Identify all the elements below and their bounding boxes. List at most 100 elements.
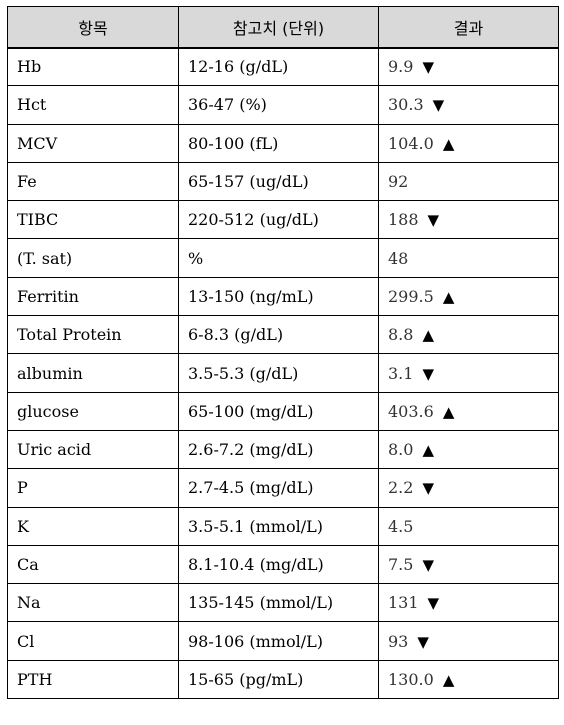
- reference-cell: 3.5-5.1 (mmol/L): [178, 506, 379, 546]
- flag-arrow-icon: ▲: [422, 326, 434, 345]
- table-row: Ferritin 13-150 (ng/mL) 299.5 ▲: [7, 276, 559, 317]
- item-cell: Total Protein: [7, 315, 179, 355]
- reference-cell: 2.7-4.5 (mg/dL): [178, 468, 379, 508]
- result-value: 403.6: [388, 401, 434, 421]
- table-row: PTH 15-65 (pg/mL) 130.0 ▲: [7, 659, 559, 700]
- flag-arrow-icon: ▲: [442, 134, 455, 153]
- lab-results-table: 항목 참고치 (단위) 결과 Hb 12-16 (g/dL) 9.9 ▼ Hct 36-4…: [7, 6, 559, 700]
- result-value: 3.1: [388, 363, 414, 383]
- result-value: 4.5: [388, 516, 414, 536]
- reference-cell: 8.1-10.4 (mg/dL): [178, 544, 379, 585]
- result-cell: 48: [378, 238, 559, 278]
- result-cell: 131 ▼: [378, 583, 559, 623]
- header-reference: 참고치 (단위): [178, 6, 379, 49]
- item-cell: albumin: [7, 353, 179, 393]
- result-value: 7.5: [388, 555, 414, 574]
- result-cell: 92: [378, 161, 559, 202]
- flag-arrow-icon: ▼: [432, 96, 445, 115]
- result-cell: 130.0 ▲: [378, 659, 559, 700]
- flag-arrow-icon: ▼: [422, 556, 434, 574]
- flag-arrow-icon: ▲: [442, 287, 455, 306]
- table-row: Hct 36-47 (%) 30.3 ▼: [7, 85, 559, 125]
- reference-cell: 13-150 (ng/mL): [178, 276, 379, 317]
- result-cell: 9.9 ▼: [378, 46, 559, 87]
- flag-arrow-icon: ▲: [442, 670, 455, 689]
- result-value: 8.0: [388, 440, 414, 460]
- table-row: Ca 8.1-10.4 (mg/dL) 7.5 ▼: [7, 544, 559, 585]
- flag-arrow-icon: ▼: [427, 211, 440, 230]
- result-cell: 104.0 ▲: [378, 123, 559, 163]
- reference-cell: 98-106 (mmol/L): [178, 621, 379, 661]
- item-cell: K: [7, 506, 179, 546]
- result-value: 104.0: [388, 133, 434, 153]
- table-row: Uric acid 2.6-7.2 (mg/dL) 8.0 ▲: [7, 429, 559, 470]
- result-value: 93: [388, 631, 409, 651]
- reference-cell: 65-100 (mg/dL): [178, 391, 379, 431]
- table-row: (T. sat)% 48: [7, 238, 559, 278]
- reference-cell: 80-100 (fL): [178, 123, 379, 163]
- item-cell: PTH: [7, 659, 179, 700]
- header-result: 결과: [378, 6, 559, 49]
- result-cell: 8.0 ▲: [378, 429, 559, 470]
- reference-cell: 135-145 (mmol/L): [178, 583, 379, 623]
- table-row: P 2.7-4.5 (mg/dL) 2.2 ▼: [7, 468, 559, 508]
- reference-cell: 65-157 (ug/dL): [178, 161, 379, 202]
- table-row: albumin 3.5-5.3 (g/dL) 3.1 ▼: [7, 353, 559, 393]
- result-cell: 188 ▼: [378, 200, 559, 240]
- table-row: K 3.5-5.1 (mmol/L) 4.5: [7, 506, 559, 546]
- flag-arrow-icon: ▼: [422, 479, 434, 498]
- item-cell: MCV: [7, 123, 179, 163]
- result-cell: 403.6 ▲: [378, 391, 559, 431]
- item-cell: Uric acid: [7, 429, 179, 470]
- item-cell: Na: [7, 583, 179, 623]
- item-cell: (T. sat): [7, 238, 179, 278]
- item-cell: Ferritin: [7, 276, 179, 317]
- flag-arrow-icon: ▲: [442, 402, 455, 421]
- result-value: 188: [388, 210, 419, 230]
- reference-cell: 2.6-7.2 (mg/dL): [178, 429, 379, 470]
- flag-arrow-icon: ▼: [422, 58, 434, 77]
- result-cell: 8.8 ▲: [378, 315, 559, 355]
- item-cell: TIBC: [7, 200, 179, 240]
- table-row: Hb 12-16 (g/dL) 9.9 ▼: [7, 46, 559, 87]
- item-cell: Hb: [7, 46, 179, 87]
- table-row: TIBC 220-512 (ug/dL) 188 ▼: [7, 200, 559, 240]
- result-value: 2.2: [388, 478, 414, 498]
- item-cell: P: [7, 468, 179, 508]
- result-value: 299.5: [388, 286, 434, 306]
- reference-cell: 36-47 (%): [178, 85, 379, 125]
- result-value: 9.9: [388, 57, 414, 77]
- result-value: 131: [388, 593, 419, 613]
- item-cell: Fe: [7, 161, 179, 202]
- item-cell: Cl: [7, 621, 179, 661]
- reference-cell: 3.5-5.3 (g/dL): [178, 353, 379, 393]
- result-cell: 3.1 ▼: [378, 353, 559, 393]
- flag-arrow-icon: ▼: [427, 594, 440, 613]
- table-row: Fe 65-157 (ug/dL) 92: [7, 161, 559, 202]
- header-row: 항목 참고치 (단위) 결과: [7, 6, 559, 49]
- reference-cell: 15-65 (pg/mL): [178, 659, 379, 700]
- table-row: glucose 65-100 (mg/dL) 403.6 ▲: [7, 391, 559, 431]
- table-row: Na 135-145 (mmol/L) 131 ▼: [7, 583, 559, 623]
- table-row: Cl 98-106 (mmol/L) 93 ▼: [7, 621, 559, 661]
- item-cell: Hct: [7, 85, 179, 125]
- result-cell: 7.5 ▼: [378, 544, 559, 585]
- item-cell: glucose: [7, 391, 179, 431]
- result-value: 48: [388, 248, 409, 268]
- result-cell: 30.3 ▼: [378, 85, 559, 125]
- result-value: 30.3: [388, 95, 424, 115]
- table-row: MCV 80-100 (fL) 104.0 ▲: [7, 123, 559, 163]
- reference-cell: 220-512 (ug/dL): [178, 200, 379, 240]
- result-cell: 4.5: [378, 506, 559, 546]
- item-cell: Ca: [7, 544, 179, 585]
- flag-arrow-icon: ▼: [417, 632, 429, 651]
- reference-cell: %: [178, 238, 379, 278]
- result-cell: 2.2 ▼: [378, 468, 559, 508]
- header-item: 항목: [7, 6, 179, 49]
- reference-cell: 12-16 (g/dL): [178, 46, 379, 87]
- result-cell: 93 ▼: [378, 621, 559, 661]
- flag-arrow-icon: ▲: [422, 441, 434, 460]
- flag-arrow-icon: ▼: [422, 364, 434, 383]
- result-cell: 299.5 ▲: [378, 276, 559, 317]
- result-value: 130.0: [388, 669, 434, 689]
